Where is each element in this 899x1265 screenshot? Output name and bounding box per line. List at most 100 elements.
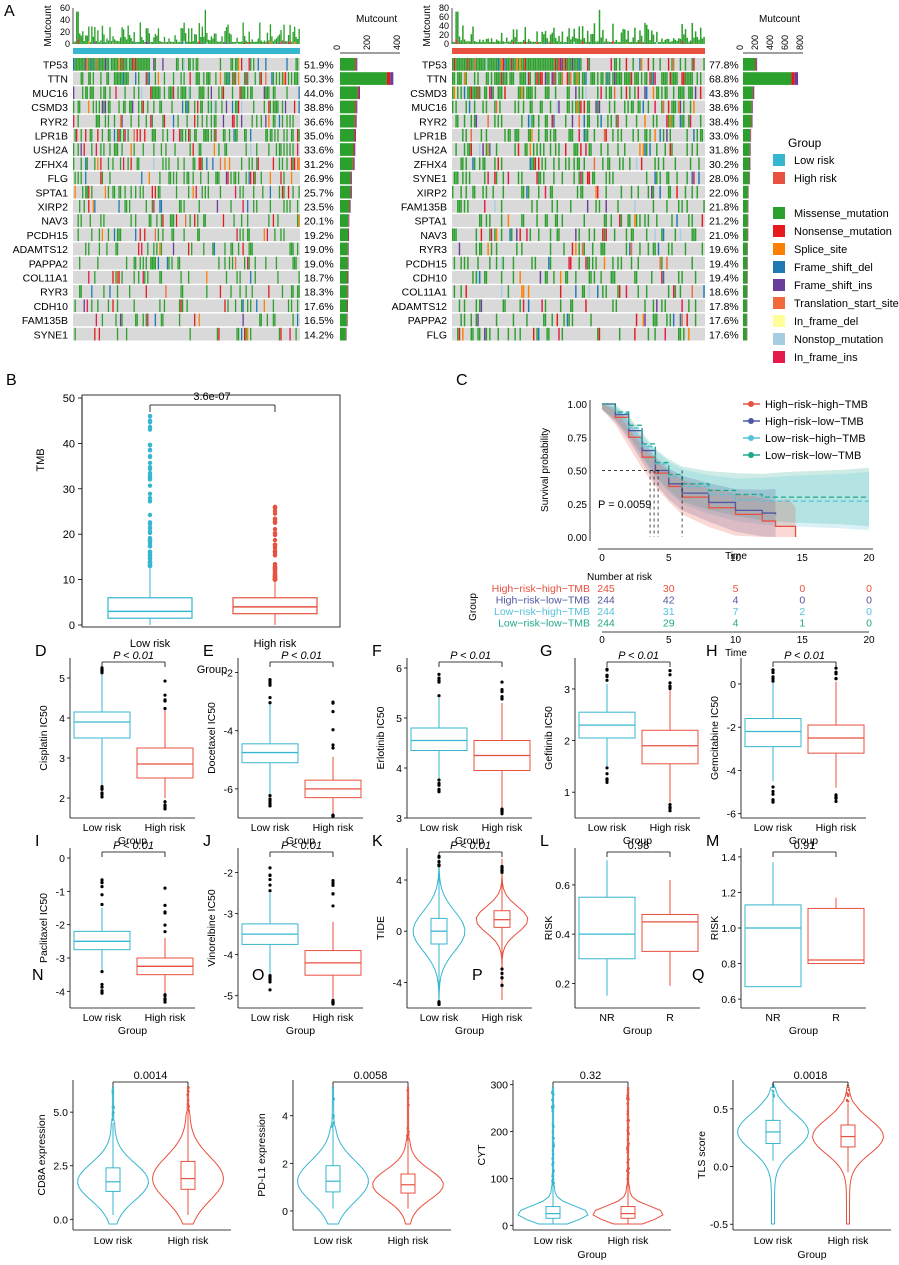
mutation-cell xyxy=(88,100,90,114)
mutation-cell xyxy=(230,58,232,71)
legend-type-item: Frame_shift_del xyxy=(794,262,873,274)
mutation-cell xyxy=(617,256,619,270)
mutation-cell xyxy=(242,200,244,213)
mutation-cell xyxy=(489,86,491,100)
mutation-cell xyxy=(661,271,663,284)
mutation-cell xyxy=(88,242,90,256)
mutation-cell xyxy=(615,299,618,313)
y-tick-label: 0 xyxy=(69,620,75,632)
top-count-bar xyxy=(281,40,284,44)
legend-group-item: High risk xyxy=(794,173,837,185)
p-value: 0.91 xyxy=(794,840,815,852)
mutation-cell xyxy=(169,171,172,185)
outlier xyxy=(331,892,335,896)
y-tick-label: 0.00 xyxy=(568,533,588,544)
mutation-cell xyxy=(194,157,196,171)
top-count-bar xyxy=(497,40,500,44)
top-count-bar-other xyxy=(260,43,263,44)
top-count-bar-other xyxy=(133,42,135,44)
top-count-bar xyxy=(225,27,228,42)
outlier xyxy=(771,679,775,683)
mutation-cell xyxy=(694,299,697,313)
mutation-cell xyxy=(659,58,661,71)
mutation-cell xyxy=(696,143,699,156)
mutation-cell xyxy=(667,58,670,71)
mutation-cell xyxy=(298,214,300,227)
mutation-cell xyxy=(586,100,589,114)
outlier xyxy=(111,1089,114,1092)
mutation-cell xyxy=(605,72,607,85)
mutation-cell xyxy=(130,214,132,227)
mutation-cell xyxy=(639,143,641,156)
mutation-cell xyxy=(151,114,153,128)
mutation-cell xyxy=(485,58,488,71)
mutation-cell xyxy=(166,256,169,270)
mutcount-bar-seg xyxy=(353,143,355,156)
mutation-cell xyxy=(492,185,494,199)
mutcount-bar xyxy=(340,299,348,313)
mutation-cell xyxy=(278,157,281,171)
mutation-cell xyxy=(295,58,297,71)
mutation-cell xyxy=(465,157,467,171)
top-count-bar-other xyxy=(107,43,110,44)
legend-type-item: In_frame_del xyxy=(794,316,858,328)
mutation-cell xyxy=(91,86,93,100)
mutation-cell xyxy=(558,228,560,242)
y-tick-label: -0.5 xyxy=(710,1219,728,1231)
mutation-cell xyxy=(581,171,584,185)
top-count-bar xyxy=(698,39,700,44)
top-count-bar-other xyxy=(593,40,596,44)
outlier xyxy=(331,998,335,1003)
top-count-bar xyxy=(541,31,543,43)
mutation-cell xyxy=(225,143,228,156)
mutation-cell xyxy=(463,143,466,156)
mutation-cell xyxy=(94,200,96,213)
outlier xyxy=(163,911,167,915)
top-count-bar xyxy=(265,41,267,44)
mutation-cell xyxy=(637,256,639,270)
mutation-cell xyxy=(484,271,486,284)
gene-pct: 21.0% xyxy=(709,230,739,242)
mutation-cell xyxy=(222,214,225,227)
mutation-cell xyxy=(253,185,255,199)
mutation-cell xyxy=(478,327,481,341)
mutation-cell xyxy=(139,256,141,270)
mutation-cell xyxy=(296,299,299,313)
outlier xyxy=(100,795,104,799)
outlier xyxy=(627,1118,630,1122)
mutation-cell xyxy=(147,72,149,85)
mutation-cell xyxy=(92,72,94,85)
mutation-cell xyxy=(570,200,572,213)
mutation-cell xyxy=(256,200,258,213)
mutation-cell xyxy=(73,100,75,114)
mutation-cell xyxy=(213,143,216,156)
mutation-cell xyxy=(115,72,117,85)
mutation-cell xyxy=(605,171,607,185)
mutation-cell xyxy=(198,313,200,327)
x-tick-label: High risk xyxy=(168,1235,210,1247)
top-count-bar xyxy=(575,38,577,44)
outlier xyxy=(437,783,441,787)
outlier xyxy=(500,690,504,694)
top-count-bar xyxy=(80,35,82,43)
mutation-cell xyxy=(278,114,281,128)
mutation-cell xyxy=(502,256,505,270)
mutation-cell xyxy=(107,114,110,128)
mutation-cell xyxy=(119,58,122,71)
risk-table-cell: 31 xyxy=(663,606,675,618)
y-tick-label: 6 xyxy=(396,663,402,675)
mutation-cell xyxy=(605,185,607,199)
mutation-cell xyxy=(101,313,104,327)
top-count-bar xyxy=(216,41,219,44)
mutation-cell xyxy=(177,157,179,171)
mutation-cell xyxy=(192,185,194,199)
top-count-bar xyxy=(162,42,164,44)
y-tick-label: 2 xyxy=(564,736,570,748)
x-tick-label: Low risk xyxy=(754,1235,793,1247)
mutation-cell xyxy=(672,114,675,128)
mutation-cell xyxy=(590,271,592,284)
mutation-cell xyxy=(177,86,179,100)
panel-label: L xyxy=(540,833,549,850)
mutation-cell xyxy=(85,171,87,185)
mutation-cell xyxy=(200,171,202,185)
